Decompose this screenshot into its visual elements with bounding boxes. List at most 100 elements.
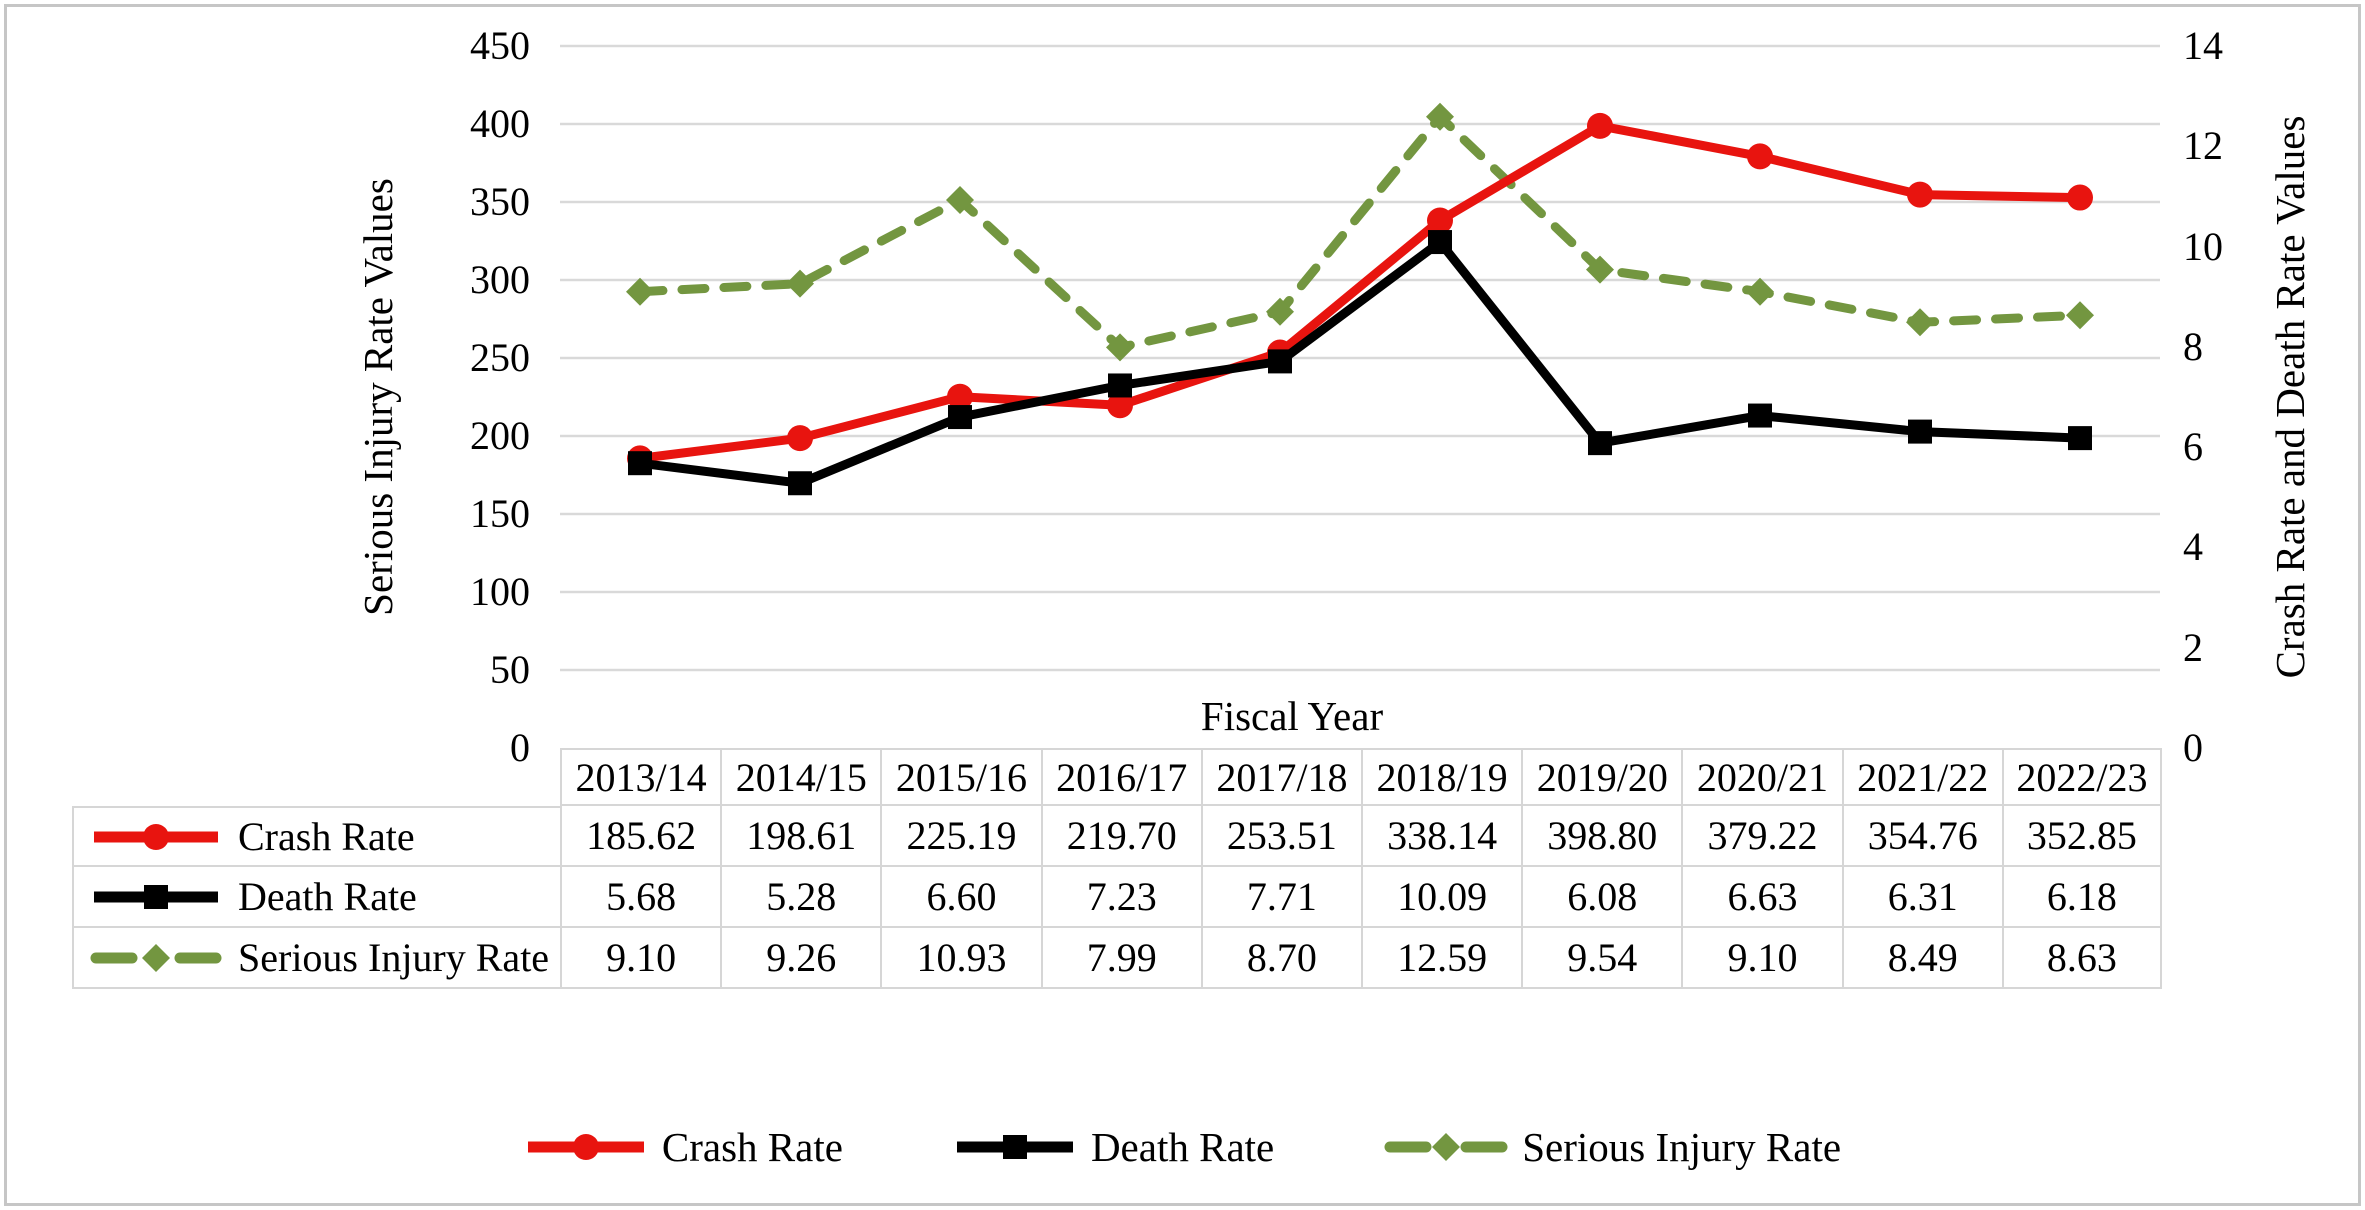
table-value-cell: 398.80 <box>1521 806 1682 867</box>
table-value-cell: 6.31 <box>1841 867 2002 928</box>
square-marker <box>1428 230 1452 255</box>
square-marker <box>788 471 812 496</box>
table-value-cell: 6.63 <box>1681 867 1842 928</box>
left-axis-tick-400: 400 <box>470 101 530 146</box>
left-axis-title: Serious Injury Rate Values <box>355 178 401 616</box>
right-axis-tick-4: 4 <box>2183 524 2203 570</box>
chart-data-table: 2013/14 2014/15 2015/16 2016/17 2017/18 2018/… <box>72 748 2162 989</box>
table-value-cell: 6.18 <box>2001 867 2162 928</box>
table-value-cell: 6.08 <box>1521 867 1682 928</box>
diamond-marker <box>1906 308 1934 337</box>
table-value-cell: 10.09 <box>1360 867 1522 928</box>
table-row-label-serious-injury-rate: Serious Injury Rate <box>72 928 560 989</box>
table-value-cell: 352.85 <box>2001 806 2162 867</box>
table-header-year: 2013/14 <box>560 748 721 806</box>
table-header-year: 2022/23 <box>2001 748 2162 806</box>
diamond-marker <box>946 185 974 214</box>
left-axis-tick-50: 50 <box>490 647 530 692</box>
right-axis-tick-2: 2 <box>2183 624 2203 670</box>
table-row-label-death-rate: Death Rate <box>72 867 560 928</box>
table-value-cell: 225.19 <box>880 806 1041 867</box>
table-header-year: 2014/15 <box>720 748 881 806</box>
right-axis-tick-12: 12 <box>2183 123 2223 169</box>
legend-key-crash-rate-icon <box>94 823 218 850</box>
table-value-cell: 6.60 <box>880 867 1041 928</box>
diamond-marker <box>1432 1133 1461 1161</box>
table-value-cell: 198.61 <box>720 806 881 867</box>
circle-marker <box>143 823 169 850</box>
square-marker <box>948 405 972 430</box>
square-marker <box>1908 419 1932 444</box>
table-value-cell: 354.76 <box>1841 806 2002 867</box>
legend-key-death-rate-icon <box>956 1135 1073 1159</box>
table-value-cell: 8.70 <box>1200 928 1361 989</box>
legend-key-crash-rate-icon <box>527 1134 644 1160</box>
table-header-year: 2016/17 <box>1040 748 1201 806</box>
circle-marker <box>1907 181 1933 208</box>
series-name-label: Death Rate <box>238 874 417 919</box>
right-axis-tick-8: 8 <box>2183 323 2203 369</box>
circle-marker <box>572 1134 599 1160</box>
table-value-cell: 219.70 <box>1040 806 1201 867</box>
circle-marker <box>947 383 973 410</box>
square-marker <box>2068 426 2092 451</box>
diamond-marker <box>1266 297 1294 326</box>
legend-key-death-rate-icon <box>94 884 218 909</box>
right-axis-tick-6: 6 <box>2183 424 2203 470</box>
square-marker <box>1588 431 1612 456</box>
diamond-marker <box>1106 333 1134 362</box>
table-header-year: 2018/19 <box>1360 748 1522 806</box>
right-axis-tick-10: 10 <box>2183 223 2223 269</box>
legend-key-serious-injury-rate-icon <box>90 943 222 972</box>
series-line-serious-injury-rate <box>635 112 2085 352</box>
table-value-cell: 7.99 <box>1040 928 1201 989</box>
circle-marker <box>1107 392 1133 419</box>
square-marker <box>1748 403 1772 428</box>
table-value-cell: 7.23 <box>1040 867 1201 928</box>
square-marker <box>1002 1135 1027 1159</box>
left-axis-tick-150: 150 <box>470 491 530 536</box>
table-value-cell: 7.71 <box>1200 867 1361 928</box>
table-value-cell: 10.93 <box>880 928 1041 989</box>
table-value-cell: 379.22 <box>1681 806 1842 867</box>
table-header-year: 2019/20 <box>1521 748 1682 806</box>
table-row-label-crash-rate: Crash Rate <box>72 806 560 867</box>
series-name-label: Serious Injury Rate <box>238 935 550 980</box>
diamond-marker <box>1426 102 1454 131</box>
left-axis-tick-350: 350 <box>470 179 530 224</box>
table-header-year: 2017/18 <box>1200 748 1361 806</box>
circle-marker <box>1427 207 1453 234</box>
table-value-cell: 253.51 <box>1200 806 1361 867</box>
table-value-cell: 9.54 <box>1521 928 1682 989</box>
table-corner-cell <box>72 748 560 806</box>
table-header-year: 2021/22 <box>1841 748 2002 806</box>
legend-item-crash-rate: Crash Rate <box>524 1123 843 1171</box>
left-axis-tick-450: 450 <box>470 23 530 68</box>
series-line-death-rate <box>635 237 2085 488</box>
series-line-crash-rate <box>635 121 2085 463</box>
diamond-marker <box>2066 301 2094 330</box>
left-axis-tick-200: 200 <box>470 413 530 458</box>
table-value-cell: 5.28 <box>720 867 881 928</box>
table-value-cell: 5.68 <box>560 867 721 928</box>
diamond-marker <box>786 269 814 298</box>
diamond-marker <box>1586 255 1614 284</box>
legend-label: Serious Injury Rate <box>1522 1124 1842 1170</box>
table-header-year: 2020/21 <box>1681 748 1842 806</box>
legend-item-serious-injury-rate: Serious Injury Rate <box>1384 1123 1841 1171</box>
circle-marker <box>1747 143 1773 170</box>
right-axis-title: Crash Rate and Death Rate Values <box>2267 115 2313 679</box>
diamond-marker <box>1746 277 1774 306</box>
circle-marker <box>787 425 813 452</box>
table-value-cell: 8.49 <box>1841 928 2002 989</box>
chart-legend: Crash Rate Death Rate Serious Injury Rate <box>0 1112 2365 1182</box>
left-axis-tick-0: 0 <box>510 725 530 770</box>
table-value-cell: 9.26 <box>720 928 881 989</box>
table-value-cell: 12.59 <box>1360 928 1522 989</box>
legend-item-death-rate: Death Rate <box>953 1123 1274 1171</box>
left-axis-tick-300: 300 <box>470 257 530 302</box>
square-marker <box>1108 373 1132 398</box>
right-axis-tick-0: 0 <box>2183 725 2203 770</box>
right-axis-tick-14: 14 <box>2183 23 2223 68</box>
